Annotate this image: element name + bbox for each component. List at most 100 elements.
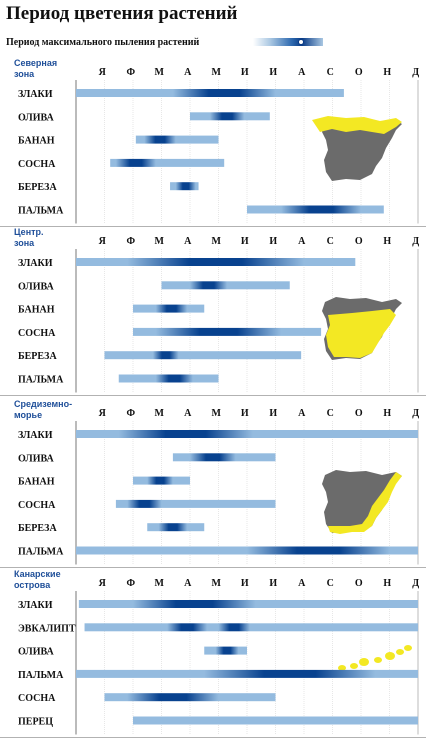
month-label: О	[355, 236, 363, 247]
month-label: И	[241, 578, 249, 589]
month-label: А	[184, 236, 192, 247]
bloom-bar	[204, 646, 247, 655]
plant-label: ПАЛЬМА	[18, 547, 64, 558]
spain-map	[322, 118, 402, 181]
month-label: Ф	[126, 578, 135, 589]
month-label: И	[269, 578, 277, 589]
bloom-bar	[133, 476, 190, 485]
month-label: М	[212, 578, 222, 589]
zone-label-line: Центр.	[14, 227, 44, 237]
month-label: М	[155, 236, 165, 247]
zone-label-line: острова	[14, 580, 51, 590]
month-label: Д	[412, 408, 419, 419]
month-label: Н	[383, 236, 391, 247]
bloom-bar	[135, 135, 219, 144]
month-label: С	[327, 408, 334, 419]
plant-label: БЕРЕЗА	[18, 351, 57, 362]
zone-label-line: зона	[14, 69, 35, 79]
plant-label: ЗЛАКИ	[18, 258, 53, 269]
month-label: М	[212, 67, 222, 78]
month-label: И	[269, 67, 277, 78]
month-label: А	[298, 67, 306, 78]
plant-label: ЭВКАЛИПТ	[18, 623, 76, 634]
map-highlight-center	[326, 309, 396, 358]
canary-island-4	[385, 652, 395, 660]
bloom-bar	[147, 523, 205, 532]
canary-island-5	[396, 649, 404, 655]
month-label: М	[155, 578, 165, 589]
bloom-bar	[172, 453, 276, 462]
month-label: И	[241, 236, 249, 247]
month-label: Я	[99, 578, 107, 589]
zone-label-line: Северная	[14, 58, 57, 68]
month-label: С	[327, 578, 334, 589]
canary-island-0	[338, 665, 346, 671]
bloom-bar	[76, 89, 344, 97]
month-label: А	[184, 578, 192, 589]
canary-island-2	[359, 658, 369, 666]
legend-label: Период максимального пыления растений	[6, 37, 200, 48]
plant-label: СОСНА	[18, 500, 56, 511]
zone-2: Средиземно-морье Я Ф М А М И И А С О Н Д ЗЛАКИ ОЛИВА БА…	[0, 399, 426, 568]
month-label: С	[327, 67, 334, 78]
chart-title: Период цветения растений	[6, 3, 238, 24]
bloom-bar	[133, 716, 418, 725]
plant-label: СОСНА	[18, 693, 56, 704]
month-label: Д	[412, 67, 419, 78]
month-label: И	[241, 408, 249, 419]
month-label: А	[184, 408, 192, 419]
month-label: М	[155, 408, 165, 419]
month-label: О	[355, 578, 363, 589]
canary-island-3	[374, 657, 382, 663]
plant-label: ОЛИВА	[18, 112, 55, 123]
canary-island-6	[404, 645, 412, 651]
bloom-bar	[110, 158, 225, 167]
month-label: Н	[383, 578, 391, 589]
bloom-bar	[76, 430, 418, 438]
month-label: А	[184, 67, 192, 78]
plant-label: СОСНА	[18, 328, 56, 339]
plant-label: ОЛИВА	[18, 453, 55, 464]
month-label: М	[212, 408, 222, 419]
month-label: С	[327, 236, 334, 247]
month-label: Я	[99, 408, 107, 419]
month-label: Ф	[126, 408, 135, 419]
month-label: М	[212, 236, 222, 247]
bloom-bar	[170, 182, 199, 191]
month-label: Ф	[126, 67, 135, 78]
zone-1: Центр.зона Я Ф М А М И И А С О Н Д ЗЛАКИ ОЛИВА БАНАН СОС…	[0, 227, 426, 396]
month-label: О	[355, 408, 363, 419]
legend-swatch	[253, 38, 323, 46]
bloom-bar	[190, 112, 270, 121]
bloom-bar	[76, 546, 418, 555]
map-highlight-north	[312, 116, 402, 134]
plant-label: БЕРЕЗА	[18, 182, 57, 193]
month-label: Н	[383, 408, 391, 419]
month-label: Н	[383, 67, 391, 78]
month-label: И	[269, 236, 277, 247]
plant-label: ЗЛАКИ	[18, 89, 53, 100]
month-label: А	[298, 236, 306, 247]
month-label: Я	[99, 67, 107, 78]
month-label: Д	[412, 236, 419, 247]
bloom-bar	[115, 499, 276, 508]
bloom-bar	[104, 351, 302, 360]
bloom-bar	[78, 600, 418, 608]
plant-label: ПЕРЕЦ	[18, 717, 53, 728]
map-highlight-med	[328, 472, 402, 534]
month-label: И	[269, 408, 277, 419]
plant-label: ОЛИВА	[18, 281, 55, 292]
bloom-bar	[161, 281, 290, 290]
plant-label: БАНАН	[18, 305, 55, 316]
zone-label-line: зона	[14, 238, 35, 248]
plant-label: ПАЛЬМА	[18, 206, 64, 217]
plant-label: СОСНА	[18, 159, 56, 170]
month-label: И	[241, 67, 249, 78]
canary-island-1	[350, 663, 358, 669]
zone-label-line: Канарские	[14, 569, 61, 579]
plant-label: БЕРЕЗА	[18, 523, 57, 534]
month-label: Д	[412, 578, 419, 589]
